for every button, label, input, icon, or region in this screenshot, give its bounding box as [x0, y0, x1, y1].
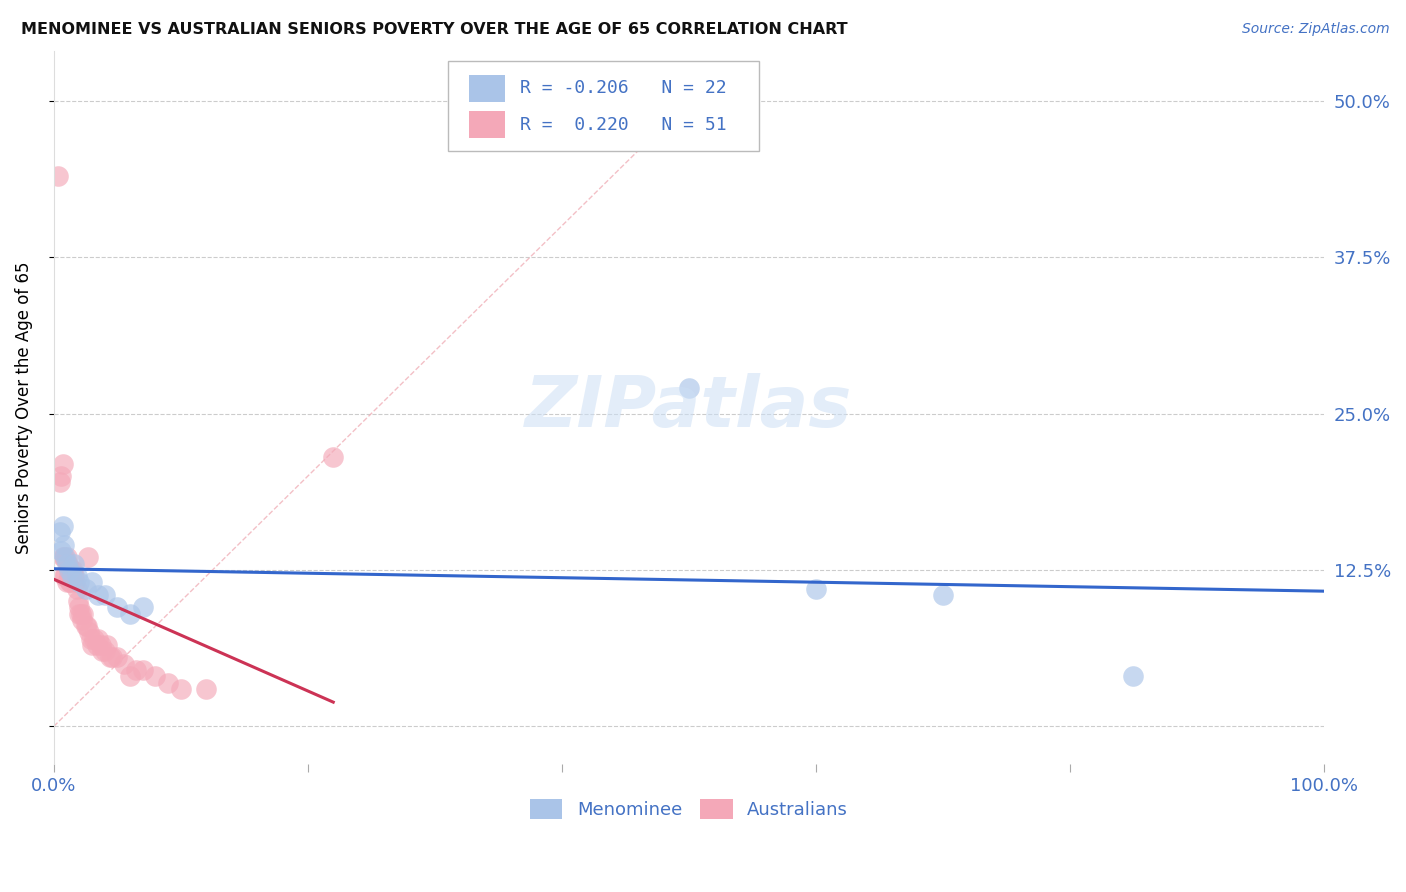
Point: [80, 575, 103, 590]
Point: [53, 569, 76, 583]
Point: [60, 569, 83, 583]
Point: [804, 582, 827, 596]
Point: [62, 569, 84, 583]
Point: [52, 550, 75, 565]
Legend: Menominee, Australians: Menominee, Australians: [523, 792, 855, 826]
Point: [49, 475, 72, 490]
Point: [53, 550, 76, 565]
Point: [76, 619, 98, 633]
Point: [75, 619, 97, 633]
Point: [55, 575, 77, 590]
Point: [101, 650, 124, 665]
FancyBboxPatch shape: [470, 112, 505, 138]
Point: [105, 600, 128, 615]
Point: [53, 538, 76, 552]
Point: [69, 607, 91, 621]
Point: [59, 575, 82, 590]
Text: R = -0.206   N = 22: R = -0.206 N = 22: [520, 79, 727, 97]
Point: [67, 607, 90, 621]
Text: MENOMINEE VS AUSTRALIAN SENIORS POVERTY OVER THE AGE OF 65 CORRELATION CHART: MENOMINEE VS AUSTRALIAN SENIORS POVERTY …: [21, 22, 848, 37]
Point: [79, 632, 101, 646]
Point: [87, 632, 110, 646]
Point: [75, 582, 97, 596]
Point: [55, 557, 77, 571]
Point: [87, 588, 110, 602]
Point: [65, 575, 87, 590]
Point: [55, 550, 77, 565]
Point: [118, 607, 141, 621]
Point: [112, 657, 135, 671]
Point: [678, 382, 700, 396]
Point: [63, 557, 86, 571]
Point: [132, 600, 155, 615]
FancyBboxPatch shape: [470, 75, 505, 102]
Point: [59, 575, 82, 590]
Point: [63, 569, 86, 583]
Point: [49, 525, 72, 540]
Point: [66, 569, 89, 583]
Point: [91, 644, 114, 658]
FancyBboxPatch shape: [447, 62, 759, 151]
Point: [125, 663, 148, 677]
Point: [53, 569, 76, 583]
Text: Source: ZipAtlas.com: Source: ZipAtlas.com: [1241, 22, 1389, 37]
Point: [60, 563, 83, 577]
Point: [96, 638, 118, 652]
Point: [132, 663, 155, 677]
Point: [58, 569, 80, 583]
Point: [195, 681, 218, 696]
Text: R =  0.220   N = 51: R = 0.220 N = 51: [520, 116, 727, 134]
Point: [51, 469, 73, 483]
Point: [83, 632, 105, 646]
Point: [170, 681, 193, 696]
Point: [105, 650, 128, 665]
Point: [66, 582, 89, 596]
Point: [51, 544, 73, 558]
Point: [52, 519, 75, 533]
Point: [58, 563, 80, 577]
Point: [157, 675, 180, 690]
Point: [118, 669, 141, 683]
Point: [98, 650, 121, 665]
Point: [56, 557, 79, 571]
Point: [66, 594, 89, 608]
Point: [90, 638, 112, 652]
Point: [93, 588, 115, 602]
Point: [53, 550, 76, 565]
Point: [46, 169, 69, 183]
Point: [79, 625, 101, 640]
Point: [62, 563, 84, 577]
Point: [72, 607, 94, 621]
Y-axis label: Seniors Poverty Over the Age of 65: Seniors Poverty Over the Age of 65: [15, 261, 32, 554]
Text: ZIPatlas: ZIPatlas: [526, 373, 852, 442]
Point: [67, 600, 90, 615]
Point: [52, 457, 75, 471]
Point: [322, 450, 344, 465]
Point: [80, 638, 103, 652]
Point: [67, 575, 90, 590]
Point: [932, 588, 955, 602]
Point: [145, 669, 167, 683]
Point: [77, 550, 100, 565]
Point: [86, 638, 108, 652]
Point: [1122, 669, 1144, 683]
Point: [70, 613, 93, 627]
Point: [93, 644, 115, 658]
